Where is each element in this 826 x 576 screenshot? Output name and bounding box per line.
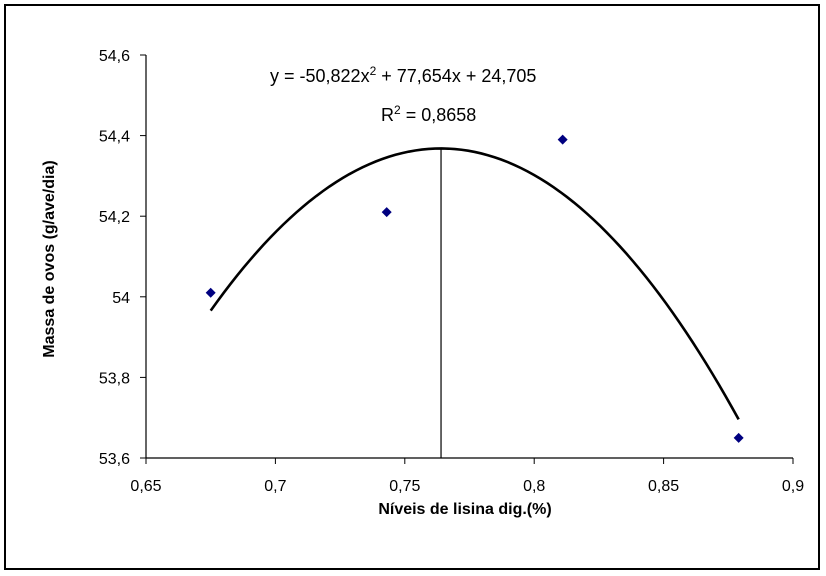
chart-frame [4,4,820,570]
x-ticks: 0,65 0,7 0,75 0,8 0,85 0,9 [130,458,804,495]
y-tick-label: 54,6 [99,48,130,65]
y-tick-label: 53,8 [99,370,130,387]
x-tick-label: 0,75 [389,478,420,495]
x-tick-label: 0,85 [648,478,679,495]
y-tick-label: 54,2 [99,209,130,226]
data-point [205,287,216,298]
x-axis-title: Níveis de lisina dig.(%) [378,501,551,518]
x-tick-label: 0,7 [264,478,286,495]
y-tick-label: 54,4 [99,129,130,146]
x-tick-label: 0,9 [782,478,804,495]
trend-equation: y = -50,822x2 + 77,654x + 24,705 [270,64,536,86]
y-axis-title: Massa de ovos (g/ave/dia) [41,160,58,357]
axes [145,55,793,459]
y-tick-label: 53,6 [99,451,130,468]
r-squared: R2 = 0,8658 [381,103,476,125]
x-tick-label: 0,8 [523,478,545,495]
x-tick-label: 0,65 [130,478,161,495]
points-layer [205,134,744,443]
data-point [733,432,744,443]
y-ticks: 53,6 53,8 54 54,2 54,4 54,6 [99,48,146,468]
data-point [557,134,568,145]
trendline [209,147,740,421]
y-tick-label: 54 [112,290,130,307]
trendline-layer [209,147,740,421]
data-point [381,207,392,218]
